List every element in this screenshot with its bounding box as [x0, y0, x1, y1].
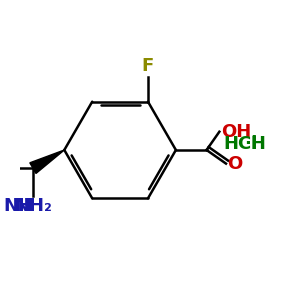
Text: NH₂: NH₂ [14, 197, 52, 215]
Text: F: F [142, 57, 154, 75]
Text: O: O [227, 154, 243, 172]
Text: OH: OH [221, 123, 251, 141]
Text: NH: NH [3, 197, 33, 215]
Polygon shape [30, 150, 64, 173]
Text: ·H: ·H [244, 135, 266, 153]
Text: HCl: HCl [223, 135, 258, 153]
